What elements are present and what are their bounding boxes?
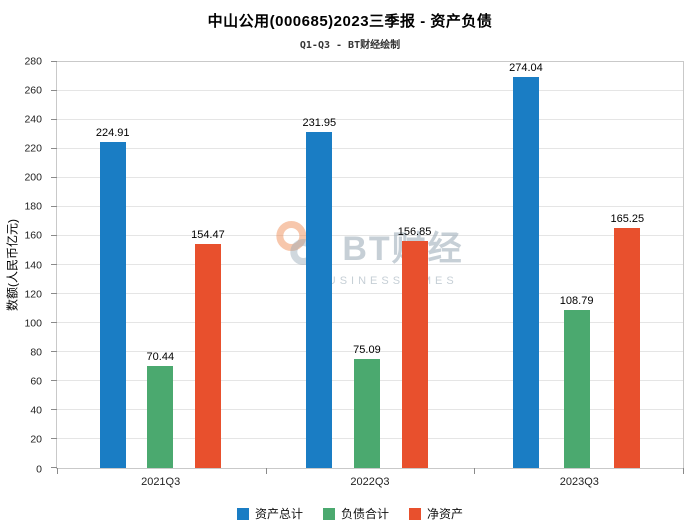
plot-area: BT财经 BUSINESSTIMES 224.9170.44154.47231.…: [51, 61, 684, 474]
bar-wrap: 70.44: [146, 62, 175, 468]
y-tick-mark: [51, 206, 57, 207]
y-axis-ticks: 0 20 40 60 80 100 120 140 160 180 200 220 240 260 280: [0, 56, 50, 474]
y-tick-label: 100: [24, 317, 42, 330]
y-tick-label: 20: [30, 433, 42, 446]
y-tick-mark: [51, 351, 57, 352]
y-tick-label: 220: [24, 142, 42, 155]
x-tick-mark: [57, 468, 58, 474]
legend-item-series2[interactable]: 净资产: [409, 505, 463, 522]
y-tick-mark: [51, 409, 57, 410]
gridline: [57, 351, 683, 352]
x-tick-mark: [683, 468, 684, 474]
legend-item-series0[interactable]: 资产总计: [236, 505, 303, 522]
bar-value-label: 154.47: [191, 229, 225, 242]
bar-value-label: 75.09: [353, 344, 381, 357]
chart-title: 中山公用(000685)2023三季报 - 资产负债: [207, 13, 493, 30]
y-tick-label: 60: [30, 375, 42, 388]
bar-wrap: 108.79: [559, 62, 594, 468]
y-tick-mark: [51, 119, 57, 120]
y-tick-label: 200: [24, 171, 42, 184]
bar-series2-2022Q3[interactable]: [401, 240, 428, 468]
bar-series1-2022Q3[interactable]: [353, 359, 380, 468]
x-axis-label: 2022Q3: [350, 476, 390, 488]
x-tick-mark: [474, 468, 476, 474]
y-tick-mark: [51, 90, 57, 91]
x-axis-label: 2023Q3: [559, 476, 599, 488]
y-tick-label: 120: [24, 287, 42, 300]
y-tick-label: 140: [24, 258, 42, 271]
y-tick-mark: [51, 61, 57, 62]
legend-label: 净资产: [427, 507, 464, 521]
y-tick-label: 160: [24, 229, 42, 242]
bar-value-label: 274.04: [509, 62, 543, 74]
bar-series1-2021Q3[interactable]: [147, 365, 174, 468]
y-tick-mark: [51, 148, 57, 149]
gridline: [57, 235, 683, 236]
y-tick-mark: [51, 177, 57, 178]
gridline: [57, 322, 683, 323]
y-tick-label: 40: [30, 404, 42, 417]
y-tick-label: 280: [24, 54, 42, 67]
x-axis-labels: 2021Q3 2022Q3 2023Q3: [56, 473, 684, 491]
legend-label: 资产总计: [254, 507, 303, 521]
gridline: [57, 206, 683, 207]
gridline: [57, 264, 683, 265]
y-tick-label: 240: [24, 113, 42, 126]
chart-area: 数额(人民币亿元) 0 20 40 60 80 100 120 140 160 180 200 220…: [0, 56, 700, 491]
legend-swatch-icon: [236, 507, 249, 520]
bar-group: 224.91 70.44 154.47: [96, 62, 225, 468]
legend: 资产总计 负债合计 净资产: [0, 505, 700, 522]
bar-value-label: 70.44: [146, 350, 175, 363]
y-tick-mark: [51, 235, 57, 236]
bar-wrap: 156.85: [397, 62, 432, 468]
y-tick-label: 180: [24, 200, 42, 213]
y-tick-mark: [51, 380, 57, 381]
bar-wrap: 224.91: [96, 62, 130, 468]
chart-subtitle: Q1-Q3 - BT财经绘制: [299, 40, 401, 51]
bar-wrap: 75.09: [353, 62, 381, 468]
gridline: [57, 148, 683, 149]
x-axis-label: 2021Q3: [141, 476, 181, 488]
y-tick-mark: [51, 322, 57, 323]
bar-series2-2023Q3[interactable]: [614, 228, 641, 468]
bar-value-label: 156.85: [397, 225, 432, 238]
bar-series2-2021Q3[interactable]: [194, 244, 221, 468]
y-tick-mark: [51, 438, 57, 439]
legend-swatch-icon: [322, 507, 335, 520]
bar-wrap: 231.95: [302, 62, 337, 468]
legend-swatch-icon: [409, 507, 421, 520]
y-tick-mark: [51, 293, 57, 294]
y-tick-label: 260: [24, 83, 42, 96]
bar-series0-2022Q3[interactable]: [306, 131, 333, 468]
x-tick-mark: [265, 468, 267, 474]
y-tick-label: 0: [36, 462, 42, 475]
bar-groups: 224.91 70.44 154.47 231.95 75.09 156.85 274.04…: [57, 62, 683, 468]
bar-value-label: 165.25: [610, 213, 645, 226]
bar-value-label: 108.79: [559, 295, 594, 308]
bar-value-label: 224.91: [95, 126, 130, 139]
legend-item-series1[interactable]: 负债合计: [322, 505, 389, 522]
legend-label: 负债合计: [340, 507, 389, 521]
bar-wrap: 165.25: [610, 62, 644, 468]
gridline: [57, 119, 683, 120]
y-tick-label: 80: [30, 346, 42, 359]
bar-wrap: 154.47: [191, 62, 225, 468]
y-tick-mark: [51, 467, 57, 468]
bar-series0-2023Q3[interactable]: [512, 77, 539, 468]
gridline: [57, 293, 683, 294]
bar-group: 274.04 108.79 165.25: [509, 62, 644, 468]
bar-wrap: 274.04: [509, 62, 543, 468]
bar-series0-2021Q3[interactable]: [99, 141, 126, 468]
gridline: [57, 177, 683, 178]
bar-series1-2023Q3[interactable]: [563, 310, 590, 468]
bar-value-label: 231.95: [302, 116, 337, 129]
gridline: [57, 90, 683, 91]
bar-group: 231.95 75.09 156.85: [302, 62, 432, 468]
y-tick-mark: [51, 264, 57, 265]
